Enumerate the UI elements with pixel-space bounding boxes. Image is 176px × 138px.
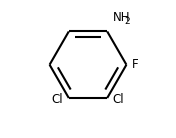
Text: Cl: Cl (52, 93, 64, 106)
Text: Cl: Cl (112, 93, 124, 106)
Text: 2: 2 (125, 17, 130, 26)
Text: F: F (132, 58, 138, 71)
Text: NH: NH (112, 11, 130, 24)
